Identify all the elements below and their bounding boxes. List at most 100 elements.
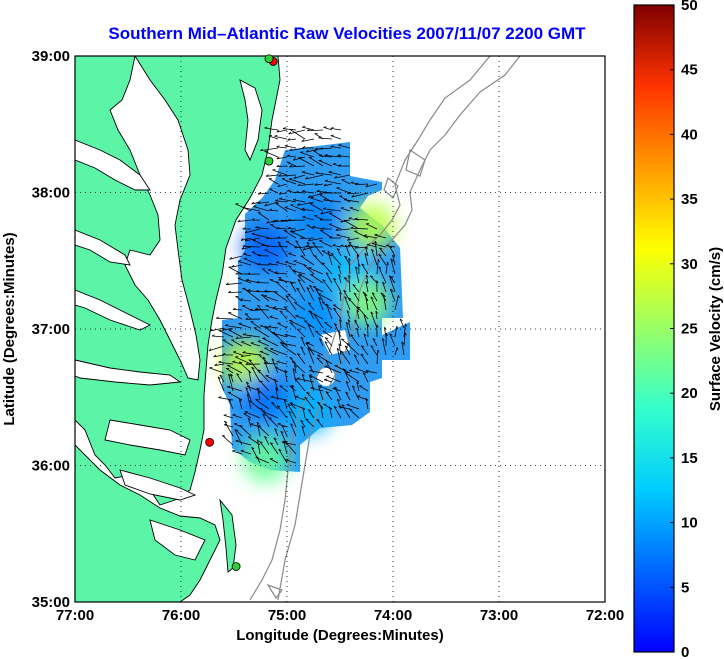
velocity-arrow-head (348, 369, 353, 371)
velocity-arrow-head (327, 250, 331, 254)
velocity-arrow-head (251, 201, 255, 205)
field-gap (320, 330, 350, 355)
velocity-arrow-head (276, 164, 280, 168)
velocity-arrow (266, 219, 279, 224)
velocity-arrow (315, 330, 324, 338)
velocity-arrow-head (289, 164, 293, 168)
velocity-arrow (365, 281, 369, 293)
velocity-arrow-head (305, 418, 309, 421)
velocity-arrow (238, 399, 243, 410)
velocity-arrow (348, 275, 351, 293)
velocity-arrow-head (362, 291, 366, 294)
velocity-arrow (381, 338, 387, 356)
velocity-arrow-head (336, 233, 340, 236)
velocity-arrow (322, 330, 333, 338)
velocity-arrow-head (218, 360, 222, 363)
velocity-arrow (356, 381, 360, 392)
velocity-arrow (346, 404, 360, 410)
velocity-arrow-head (370, 275, 374, 278)
velocity-arrow-head (240, 238, 244, 241)
velocity-arrow-head (302, 407, 306, 411)
velocity-arrow (228, 312, 243, 320)
velocity-arrow (346, 310, 351, 320)
velocity-arrow (285, 261, 297, 266)
colorbar-tick-label: 40 (681, 126, 698, 143)
velocity-arrow (273, 378, 279, 392)
velocity-arrow-head (281, 424, 285, 428)
velocity-arrow (317, 293, 333, 302)
velocity-arrow (351, 385, 360, 401)
velocity-arrow (270, 224, 279, 230)
velocity-arrow (298, 157, 315, 167)
velocity-arrow-head (288, 410, 292, 414)
colorbar-tick-label: 50 (681, 0, 698, 14)
velocity-arrow (237, 277, 252, 284)
velocity-arrow-head (274, 333, 278, 335)
velocity-arrow (314, 183, 324, 186)
velocity-arrow (312, 286, 324, 293)
velocity-arrow (339, 291, 342, 302)
velocity-arrow (223, 414, 234, 419)
velocity-arrow (335, 228, 351, 231)
velocity-arrow-head (223, 414, 227, 416)
velocity-arrow (268, 263, 279, 266)
velocity-arrow (324, 180, 342, 185)
velocity-arrow (225, 325, 243, 329)
velocity-arrow-head (392, 254, 395, 258)
velocity-arrow (371, 249, 378, 266)
velocity-arrow (259, 351, 270, 356)
velocity-arrow (289, 147, 306, 152)
velocity-arrow-head (348, 241, 352, 244)
velocity-arrow (318, 385, 333, 392)
velocity-arrow-head (235, 336, 239, 339)
velocity-arrow-head (353, 292, 357, 295)
velocity-arrow (330, 127, 342, 131)
velocity-arrow-head (325, 272, 329, 275)
velocity-arrow-head (257, 425, 261, 427)
velocity-arrow (250, 342, 261, 347)
velocity-arrow-head (350, 226, 354, 229)
velocity-arrow (287, 162, 297, 167)
velocity-arrow-head (232, 351, 237, 353)
velocity-arrow (362, 372, 369, 383)
velocity-arrow-head (318, 154, 323, 157)
velocity-arrow-head (307, 238, 311, 242)
velocity-arrow-head (306, 391, 310, 394)
x-tick-label: 77:00 (56, 607, 94, 624)
velocity-arrow-head (275, 387, 278, 391)
velocity-arrow (296, 353, 306, 365)
velocity-arrow (228, 399, 234, 410)
velocity-arrow (242, 334, 261, 338)
velocity-arrow (281, 178, 297, 185)
velocity-arrow-head (371, 242, 375, 244)
velocity-arrow (222, 435, 234, 446)
velocity-arrow-head (247, 417, 251, 421)
velocity-arrow-head (308, 409, 312, 412)
velocity-arrow (257, 305, 270, 320)
velocity-arrow (318, 297, 324, 311)
velocity-arrow-head (273, 437, 277, 440)
velocity-arrow (365, 370, 378, 374)
velocity-arrow-head (288, 252, 292, 254)
velocity-arrow (275, 202, 288, 212)
velocity-arrow (268, 326, 279, 329)
velocity-arrow (289, 402, 306, 410)
radar-station-marker (264, 54, 274, 64)
velocity-arrow (269, 458, 279, 464)
velocity-arrow (245, 289, 261, 302)
velocity-arrow (319, 155, 333, 158)
velocity-arrow (302, 407, 306, 419)
velocity-arrow-head (273, 306, 277, 309)
velocity-arrow-head (280, 430, 284, 434)
colorbar-tick-label: 25 (681, 321, 698, 338)
velocity-arrow (347, 192, 360, 195)
velocity-arrow (371, 292, 378, 302)
velocity-arrow (301, 208, 315, 212)
velocity-arrow-head (380, 292, 384, 295)
velocity-arrow-head (242, 244, 246, 247)
velocity-arrow-head (294, 245, 298, 249)
velocity-arrow (348, 218, 360, 221)
velocity-arrow-head (377, 349, 380, 353)
velocity-arrow (306, 342, 315, 347)
velocity-arrow-head (371, 292, 375, 295)
